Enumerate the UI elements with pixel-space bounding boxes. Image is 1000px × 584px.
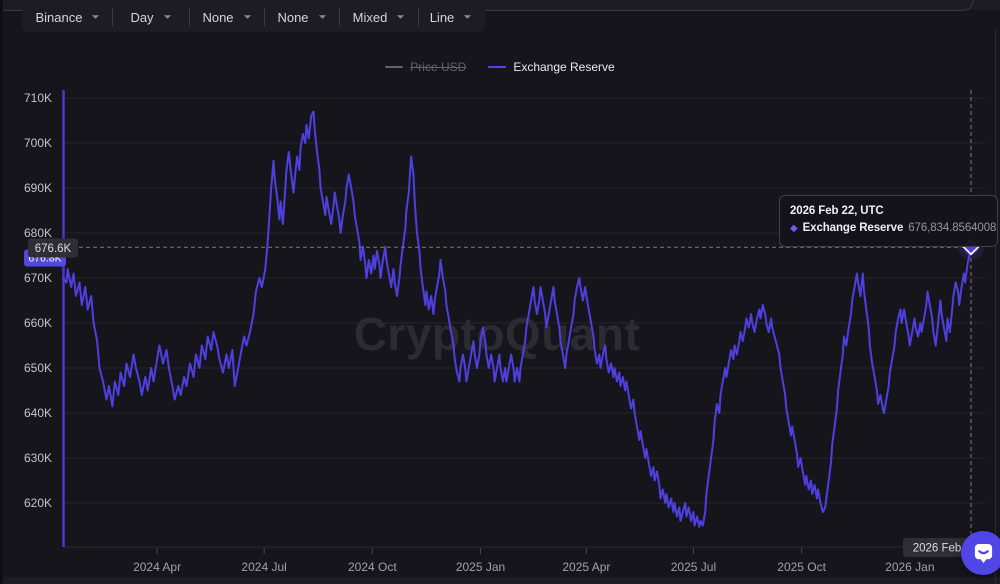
toolbar-dropdown-day-1[interactable]: Day [113, 2, 189, 32]
x-axis-label: 2024 Oct [348, 560, 397, 574]
legend-line-marker [385, 65, 404, 69]
chevron-down-icon [163, 15, 171, 19]
toolbar-dropdown-binance-0[interactable]: Binance [24, 2, 112, 32]
y-axis-label: 630K [24, 451, 52, 465]
y-crosshair-badge [28, 238, 78, 258]
dropdown-label: Binance [35, 9, 83, 25]
left-edge-strip [0, 0, 3, 584]
y-axis-label: 650K [24, 361, 52, 375]
legend-line-marker [488, 65, 507, 69]
toolbar-dropdown-line-5[interactable]: Line [419, 2, 483, 32]
dropdown-label: None [277, 9, 309, 25]
dropdown-label: None [202, 9, 234, 25]
y-axis-label: 700K [24, 136, 52, 150]
toolbar-dropdown-mixed-4[interactable]: Mixed [340, 2, 418, 32]
chevron-down-icon [318, 15, 326, 19]
chart-toolbar: Binance Day None None Mixed Line [22, 2, 485, 32]
y-axis-label: 620K [24, 496, 52, 510]
toolbar-dropdown-none-2[interactable]: None [190, 2, 264, 32]
chevron-down-icon [464, 15, 472, 19]
legend-item-price-usd[interactable]: Price USD [385, 60, 466, 74]
legend-label: Price USD [410, 60, 467, 74]
toolbar-dropdown-none-3[interactable]: None [265, 2, 339, 32]
dropdown-label: Line [429, 9, 455, 25]
y-axis-label: 680K [24, 226, 52, 240]
toolbar-divider [112, 8, 113, 26]
toolbar-divider [418, 8, 419, 26]
chevron-down-icon [397, 15, 405, 19]
x-axis-label: 2025 Jan [456, 560, 505, 574]
tooltip-date: 2026 Feb 22, UTC [790, 205, 884, 217]
footer-band [0, 577, 1000, 584]
chat-bubble-icon [974, 543, 992, 563]
tooltip-series-row: ◆ Exchange Reserve 676,834.85640089 [790, 220, 997, 237]
legend-label: Exchange Reserve [513, 60, 615, 74]
y-axis-label: 660K [24, 316, 52, 330]
chat-messenger-button[interactable] [961, 531, 1000, 575]
toolbar-divider [189, 8, 190, 26]
series-line-exchange-reserve [62, 110, 972, 528]
legend-item-exchange-reserve[interactable]: Exchange Reserve [488, 60, 615, 74]
x-axis-label: 2024 Jul [241, 560, 286, 574]
x-axis-label: 2026 Jan [885, 560, 934, 574]
toolbar-divider [339, 8, 340, 26]
tooltip-series-value: 676,834.85640089 [908, 222, 998, 235]
y-axis-label: 670K [24, 271, 52, 285]
dropdown-label: Mixed [352, 9, 388, 25]
top-header-band [0, 0, 1000, 10]
panel-top-border [3, 0, 974, 11]
chevron-down-icon [243, 15, 251, 19]
x-axis-label: 2025 Apr [562, 560, 610, 574]
tooltip-series-name: Exchange Reserve [802, 222, 904, 235]
x-axis-label: 2025 Oct [777, 560, 826, 574]
y-axis-label: 690K [24, 181, 52, 195]
y-axis-label: 640K [24, 406, 52, 420]
y-axis-label: 710K [24, 91, 52, 105]
crosshair-tooltip: 2026 Feb 22, UTC ◆ Exchange Reserve 676,83… [779, 195, 998, 247]
x-axis-label: 2024 Apr [133, 560, 181, 574]
dropdown-label: Day [130, 9, 154, 25]
chevron-down-icon [92, 15, 100, 19]
y-crosshair-badge-text: 676.6K [35, 243, 72, 255]
x-axis-label: 2025 Jul [671, 560, 716, 574]
toolbar-divider [264, 8, 265, 26]
series-diamond-icon: ◆ [790, 223, 798, 235]
chart-legend: Price USD Exchange Reserve [0, 60, 1000, 74]
